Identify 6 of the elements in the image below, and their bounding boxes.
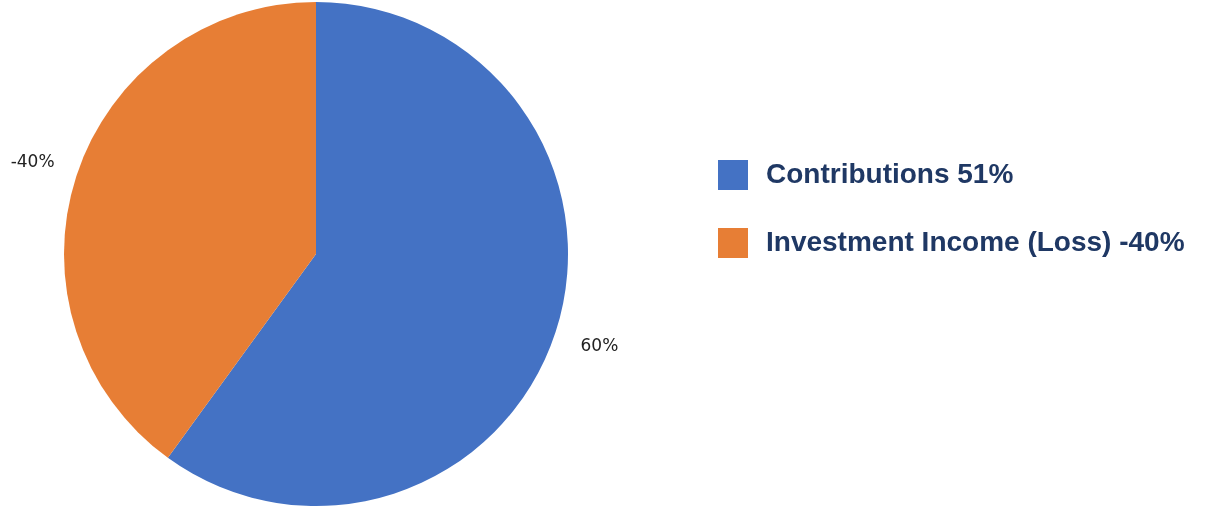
pie-slice	[64, 2, 316, 458]
legend-label: Contributions 51%	[766, 158, 1014, 189]
pie-slice	[167, 2, 568, 506]
legend-label: Investment Income (Loss) -40%	[766, 226, 1185, 257]
text: 60%	[580, 335, 619, 356]
text: -40%	[10, 150, 55, 171]
